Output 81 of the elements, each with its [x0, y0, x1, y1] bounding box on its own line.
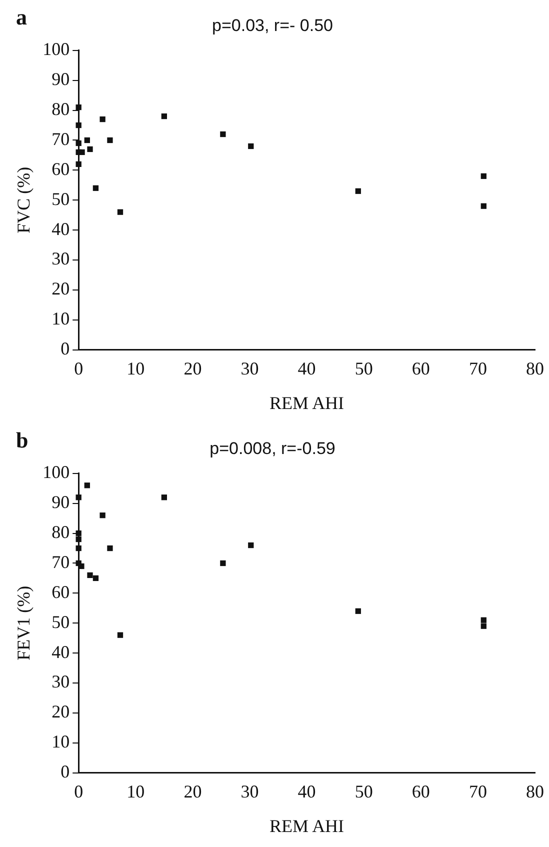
y-tick-label: 90: [52, 69, 70, 90]
x-tick-label: 0: [74, 358, 84, 378]
point: [76, 149, 82, 156]
point: [355, 188, 361, 194]
y-tick-label: 0: [60, 338, 70, 359]
point: [117, 632, 124, 638]
x-tick-label: 30: [240, 358, 259, 378]
chart-title: p=0.03, r=- 0.50: [212, 16, 333, 35]
x-tick-label: 60: [412, 358, 430, 378]
y-tick-label: 10: [52, 308, 70, 329]
y-axis-title: FEV1 (%): [14, 586, 34, 660]
x-tick-label: 80: [526, 781, 544, 802]
point: [480, 617, 486, 623]
x-tick-label: 10: [126, 781, 145, 802]
point: [76, 104, 82, 110]
point: [76, 494, 82, 500]
point: [76, 122, 82, 128]
y-tick-label: 70: [52, 128, 70, 149]
x-tick-label: 10: [126, 358, 145, 378]
x-tick-label: 20: [184, 781, 202, 802]
chart-title: p=0.008, r=-0.59: [210, 438, 336, 458]
y-tick-label: 70: [52, 552, 70, 572]
point: [84, 137, 90, 144]
point: [220, 560, 226, 566]
point: [107, 137, 113, 144]
point: [161, 494, 168, 500]
y-tick-label: 30: [52, 672, 70, 692]
point: [76, 545, 82, 552]
text: a: [16, 4, 27, 30]
y-tick-label: 40: [52, 642, 70, 662]
x-tick-label: 70: [468, 358, 487, 378]
point: [480, 623, 486, 629]
y-tick-label: 100: [42, 39, 70, 60]
point: [100, 116, 106, 122]
x-tick-label: 70: [468, 781, 487, 802]
y-tick-label: 100: [42, 462, 70, 482]
x-tick-label: 0: [74, 781, 84, 802]
y-tick-label: 80: [52, 99, 70, 120]
point: [480, 173, 486, 179]
y-tick-label: 80: [52, 522, 70, 542]
y-tick-label: 40: [52, 218, 70, 239]
y-tick-label: 50: [52, 612, 70, 632]
point: [117, 209, 124, 215]
point: [161, 113, 168, 120]
x-tick-label: 50: [354, 358, 373, 378]
x-axis-title: REM AHI: [270, 816, 344, 836]
point: [87, 146, 93, 152]
y-tick-label: 20: [52, 702, 70, 722]
point: [76, 161, 82, 167]
x-tick-label: 40: [298, 781, 316, 802]
point: [84, 482, 90, 488]
y-tick-label: 60: [52, 158, 70, 179]
y-tick-label: 90: [52, 492, 70, 512]
x-tick-label: 50: [354, 781, 373, 802]
point: [92, 575, 99, 582]
y-tick-label: 20: [52, 278, 70, 299]
y-tick-label: 0: [60, 762, 70, 782]
point: [480, 203, 486, 209]
x-axis-title: REM AHI: [270, 392, 344, 413]
x-tick-label: 30: [240, 781, 259, 802]
point: [220, 131, 226, 138]
text: b: [16, 428, 28, 453]
point: [76, 536, 82, 542]
point: [248, 143, 254, 150]
point: [87, 572, 93, 578]
point: [248, 542, 254, 548]
point: [76, 140, 82, 146]
y-tick-label: 30: [52, 248, 70, 269]
point: [355, 608, 361, 614]
y-axis-title: FVC (%): [14, 166, 34, 234]
x-tick-label: 20: [184, 358, 202, 378]
y-tick-label: 50: [52, 188, 70, 209]
y-tick-label: 60: [52, 582, 70, 602]
point: [100, 512, 106, 518]
point: [92, 185, 99, 191]
point: [107, 545, 113, 552]
x-tick-label: 80: [526, 358, 544, 378]
y-tick-label: 10: [52, 732, 70, 752]
point: [76, 530, 82, 536]
x-tick-label: 40: [298, 358, 316, 378]
x-tick-label: 60: [412, 781, 430, 802]
